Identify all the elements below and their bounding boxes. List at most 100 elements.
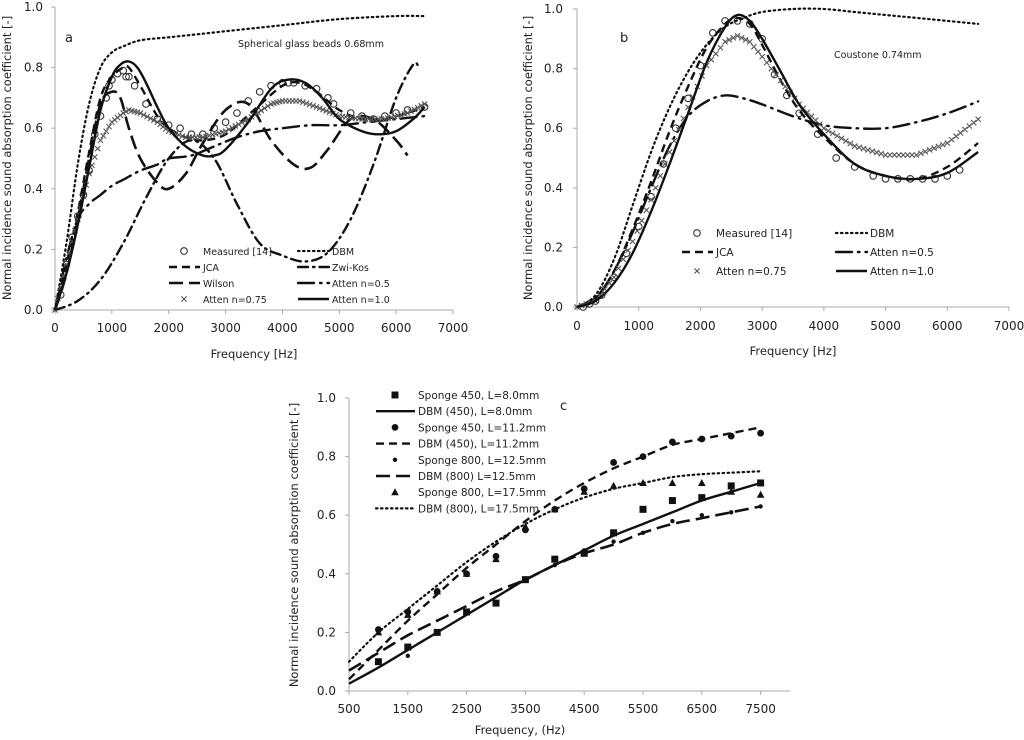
data-point bbox=[726, 36, 733, 43]
x-tick-label: 5000 bbox=[870, 319, 901, 333]
data-point bbox=[834, 132, 841, 139]
data-point bbox=[698, 494, 706, 502]
legend-swatch bbox=[181, 296, 187, 302]
legend-label: Atten n=0.5 bbox=[870, 247, 934, 259]
legend-swatch bbox=[392, 457, 398, 462]
series-wilson-line bbox=[53, 90, 409, 311]
series-atten-n-0-5-line bbox=[53, 114, 426, 312]
data-point bbox=[957, 129, 964, 136]
legend-item-dbm-450-l-8-0mm: DBM (450), L=8.0mm bbox=[376, 406, 532, 418]
data-point bbox=[842, 137, 849, 144]
data-point bbox=[838, 135, 845, 142]
data-point bbox=[729, 510, 734, 515]
y-tick-label: 1.0 bbox=[544, 2, 563, 16]
data-point bbox=[926, 146, 933, 153]
series-dbm-800-l-17-5mm-line bbox=[347, 470, 762, 663]
data-point bbox=[306, 101, 313, 108]
data-point bbox=[123, 108, 130, 115]
x-tick-label: 1000 bbox=[97, 321, 128, 335]
data-point bbox=[222, 128, 229, 135]
data-point bbox=[864, 146, 871, 153]
data-point bbox=[615, 265, 622, 272]
series-dbm-800-l-17-5mm bbox=[347, 470, 762, 663]
legend-item-wilson: Wilson bbox=[169, 279, 234, 290]
legend-item-measured-14: Measured [14] bbox=[180, 247, 272, 258]
series-atten-n-0-5-line bbox=[575, 94, 980, 309]
legend-label: DBM bbox=[870, 228, 894, 240]
data-point bbox=[755, 48, 762, 55]
data-point bbox=[757, 479, 765, 487]
data-point bbox=[221, 118, 230, 126]
legend-label: Wilson bbox=[203, 279, 234, 290]
data-point bbox=[847, 140, 854, 147]
panel-label-a: a bbox=[65, 31, 73, 46]
data-point bbox=[175, 131, 182, 138]
data-point bbox=[891, 152, 898, 159]
data-point bbox=[661, 160, 668, 167]
data-point bbox=[411, 106, 418, 113]
legend-item-sponge-450-l-11-2mm: Sponge 450, L=11.2mm bbox=[391, 422, 546, 434]
x-tick-label: 1500 bbox=[393, 702, 424, 716]
data-point bbox=[882, 152, 889, 159]
chart-panel-c: c Frequency, (Hz) Normal incidence sound… bbox=[287, 390, 790, 737]
data-point bbox=[953, 133, 960, 140]
data-point bbox=[773, 71, 780, 78]
legend-item-dbm: DBM bbox=[296, 247, 354, 258]
panel-label-c: c bbox=[560, 399, 567, 414]
panel-label-b: b bbox=[620, 31, 628, 46]
legend-label: Measured [14] bbox=[716, 228, 792, 240]
legend-label: Atten n=0.75 bbox=[203, 295, 267, 306]
x-tick-label: 6000 bbox=[381, 321, 412, 335]
data-point bbox=[103, 128, 110, 135]
data-point bbox=[238, 119, 245, 126]
x-tick-label: 5000 bbox=[324, 321, 355, 335]
legend-label: Sponge 450, L=8.0mm bbox=[418, 390, 539, 402]
data-point bbox=[407, 108, 414, 115]
data-point bbox=[860, 145, 867, 152]
x-tick-label: 4000 bbox=[809, 319, 840, 333]
data-point bbox=[258, 107, 265, 114]
legend-label: Atten n=1.0 bbox=[870, 266, 934, 278]
series-dbm-line bbox=[575, 7, 980, 309]
x-tick-label: 0 bbox=[573, 319, 581, 333]
data-point bbox=[722, 38, 729, 45]
data-point bbox=[727, 482, 735, 490]
data-point bbox=[609, 481, 618, 489]
y-tick-label: 0.4 bbox=[317, 567, 336, 581]
legend-item-atten-n-0-5: Atten n=0.5 bbox=[834, 247, 934, 259]
data-point bbox=[856, 144, 863, 151]
series-zwi-kos-line bbox=[53, 61, 421, 312]
data-point bbox=[229, 124, 236, 131]
x-tick-label: 0 bbox=[51, 321, 59, 335]
data-point bbox=[820, 125, 827, 132]
y-tick-label: 0.8 bbox=[544, 62, 563, 76]
data-point bbox=[657, 172, 664, 179]
legend-item-atten-n-1-0: Atten n=1.0 bbox=[836, 266, 934, 278]
data-point bbox=[961, 126, 968, 133]
annotation-b: Coustone 0.74mm bbox=[834, 50, 922, 61]
data-point bbox=[832, 154, 841, 162]
legend-swatch bbox=[391, 424, 399, 431]
data-point bbox=[404, 110, 411, 117]
data-point bbox=[404, 610, 412, 618]
data-point bbox=[634, 228, 641, 234]
data-point bbox=[320, 106, 327, 113]
x-tick-label: 5500 bbox=[628, 702, 659, 716]
series-dbm-800-l-12-5mm bbox=[348, 505, 761, 672]
data-point bbox=[225, 126, 232, 133]
data-point bbox=[643, 207, 650, 214]
data-point bbox=[652, 184, 659, 191]
series-atten-n-1-0-line bbox=[576, 13, 979, 309]
data-point bbox=[94, 145, 101, 152]
data-point bbox=[699, 513, 704, 518]
data-point bbox=[670, 518, 675, 524]
data-point bbox=[717, 44, 724, 51]
data-point bbox=[493, 600, 499, 606]
series-dbm-450-l-8-0mm-line bbox=[348, 481, 761, 685]
data-point bbox=[756, 490, 765, 498]
x-tick-label: 7000 bbox=[438, 321, 469, 335]
data-point bbox=[233, 109, 241, 117]
legend-label: Sponge 450, L=11.2mm bbox=[418, 422, 546, 434]
data-point bbox=[895, 152, 902, 159]
data-point bbox=[922, 148, 929, 155]
